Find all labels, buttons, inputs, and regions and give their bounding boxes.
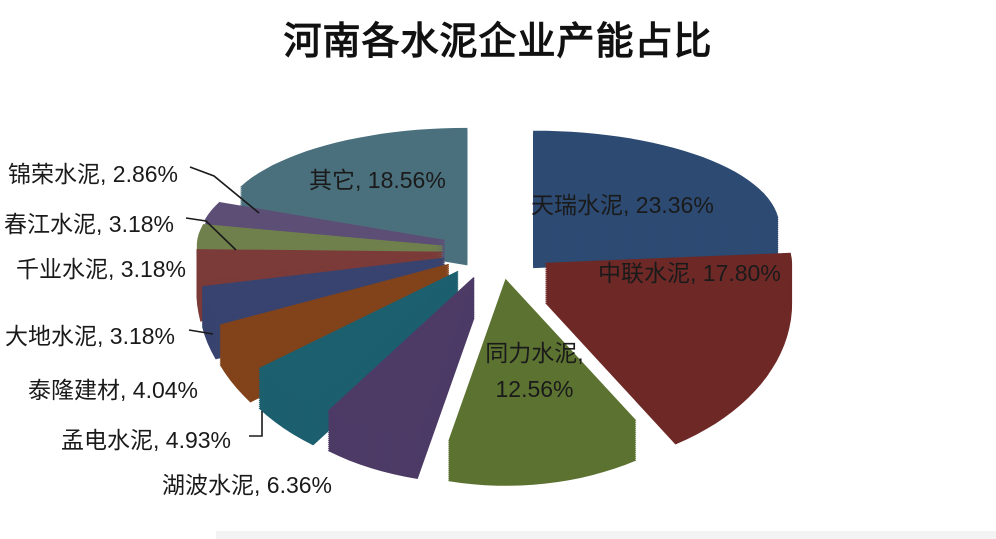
pie-slice-hubo: [327, 277, 475, 479]
pie-slice-wall: [201, 257, 445, 320]
pie-slice-tongli: [448, 278, 637, 486]
pie-label-jinrong: 锦荣水泥, 2.86%: [8, 161, 178, 187]
pie-slice-qita: [239, 127, 468, 266]
pie-label-hubo: 湖波水泥, 6.36%: [162, 472, 332, 498]
pie-label-zhonglian: 中联水泥, 17.80%: [598, 260, 781, 286]
pie-label-dadi: 大地水泥, 3.18%: [5, 323, 175, 349]
leader-lines-group: [185, 166, 263, 437]
pie-slice-wall: [258, 270, 459, 406]
pie-slice-tianrui: [533, 130, 779, 269]
pie-label-tongli: 同力水泥, 12.56%: [485, 340, 584, 402]
leader-line-jinrong: [189, 166, 260, 214]
pie-slice-wall: [204, 202, 445, 242]
leader-line-dadi: [188, 329, 214, 335]
pie-label-qianye: 千业水泥, 3.18%: [16, 256, 186, 282]
pie-label-mengdian: 孟电水泥, 4.93%: [61, 427, 231, 453]
pie-slice-wall: [239, 127, 468, 226]
pie-label-tailong: 泰隆建材, 4.04%: [28, 377, 198, 403]
pie-slice-wall: [196, 249, 443, 282]
pie-slice-wall: [196, 224, 443, 247]
pie-slice-wall: [448, 278, 637, 446]
leader-line-mengdian: [249, 411, 263, 437]
pie-slice-wall: [533, 130, 779, 229]
pie-slice-wall: [327, 277, 475, 439]
pie-slice-wall: [219, 263, 450, 363]
pie-label-tianrui: 天瑞水泥, 23.36%: [531, 192, 714, 218]
pie-slice-wall: [544, 252, 793, 405]
pie-label-chunjiang: 春江水泥, 3.18%: [4, 211, 174, 237]
pie-slice-zhonglian: [544, 252, 793, 445]
bottom-edge-strip: [216, 531, 996, 539]
leader-line-chunjiang: [185, 217, 237, 251]
chart-title: 河南各水泥企业产能占比: [283, 18, 713, 63]
pie-label-qita: 其它, 18.56%: [309, 167, 446, 193]
pie-slices-group: [196, 127, 793, 486]
